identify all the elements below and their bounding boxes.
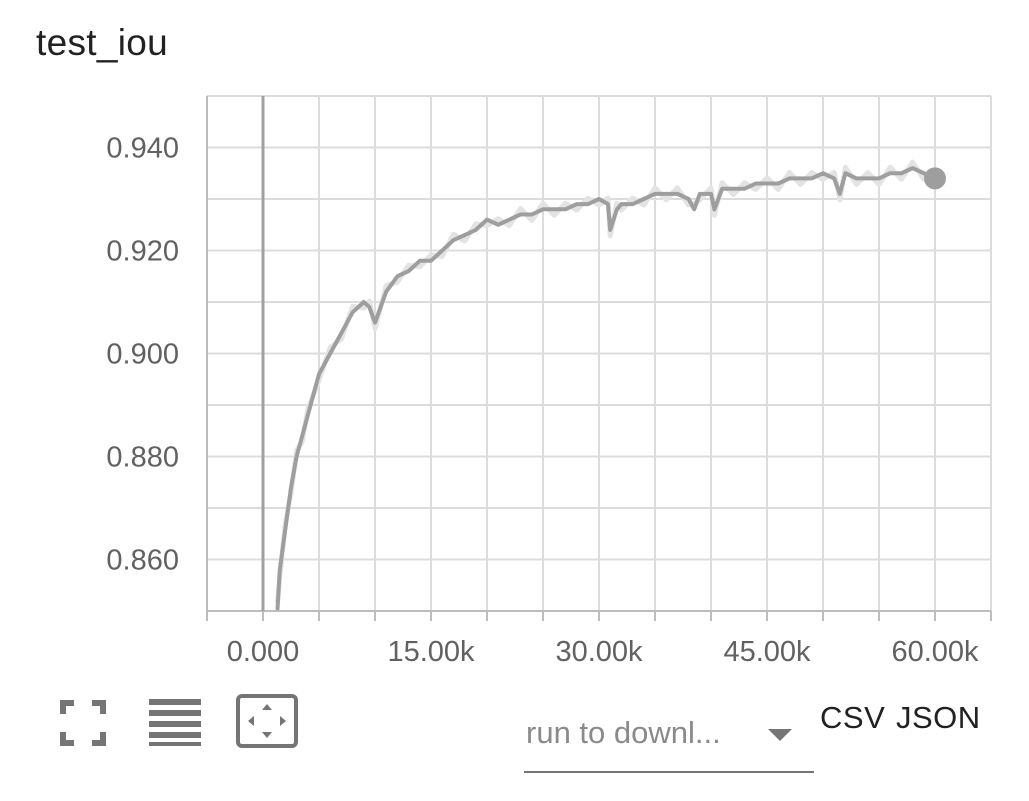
data-point <box>278 568 282 572</box>
data-point <box>606 202 610 206</box>
data-point <box>799 176 803 180</box>
data-point <box>485 218 489 222</box>
data-point <box>664 192 668 196</box>
data-point <box>276 606 280 610</box>
data-point <box>810 176 814 180</box>
data-point <box>541 207 545 211</box>
x-tick-label: 30.00k <box>555 636 643 668</box>
data-point <box>300 434 304 438</box>
chart-grid <box>206 95 992 612</box>
fullscreen-button[interactable] <box>58 698 108 748</box>
data-point <box>519 212 523 216</box>
x-tick-label: 45.00k <box>723 636 811 668</box>
y-tick-label: 0.900 <box>106 339 179 371</box>
data-point <box>496 223 500 227</box>
data-point <box>530 212 534 216</box>
data-point <box>754 182 758 186</box>
data-point <box>328 352 332 355</box>
series-layer <box>275 159 937 611</box>
data-point <box>653 192 657 196</box>
data-point <box>384 290 388 294</box>
data-point <box>463 233 467 237</box>
data-point <box>440 249 444 252</box>
x-tick-label: 0.000 <box>227 636 300 668</box>
log-scale-button[interactable] <box>146 696 204 748</box>
data-point <box>899 171 903 175</box>
lines-icon <box>149 699 201 746</box>
data-point <box>367 305 371 309</box>
data-point <box>843 171 847 175</box>
data-point <box>743 187 747 191</box>
chart-title: test_iou <box>36 22 168 63</box>
data-point <box>597 197 601 201</box>
data-point <box>608 228 612 232</box>
data-point <box>474 228 478 232</box>
data-point <box>619 202 623 206</box>
data-point <box>373 321 377 325</box>
data-point <box>395 274 399 278</box>
data-point <box>709 192 713 196</box>
data-point <box>838 192 842 196</box>
data-point <box>866 176 870 180</box>
fit-domain-icon <box>236 694 298 748</box>
data-point <box>911 166 915 170</box>
fit-domain-button[interactable] <box>234 692 300 750</box>
data-point <box>687 197 691 201</box>
data-point <box>776 182 780 186</box>
y-tick-label: 0.880 <box>106 442 179 474</box>
data-point <box>586 202 590 206</box>
data-point <box>731 187 735 191</box>
data-point <box>631 202 635 206</box>
data-point <box>642 197 646 201</box>
data-point <box>507 218 511 222</box>
data-point <box>832 176 836 180</box>
data-point <box>821 171 825 175</box>
x-tick-label: 60.00k <box>891 636 979 668</box>
series-raw-line <box>275 159 937 603</box>
data-point <box>675 192 679 196</box>
y-tick-label: 0.860 <box>106 545 179 577</box>
y-tick-label: 0.920 <box>106 236 179 268</box>
data-point <box>563 207 567 211</box>
data-point <box>765 182 769 186</box>
data-point <box>552 207 556 211</box>
data-point <box>787 176 791 180</box>
data-point <box>877 176 881 180</box>
data-point <box>306 413 310 417</box>
csv-download-link[interactable]: CSV <box>820 700 886 735</box>
data-point <box>720 187 724 191</box>
data-point <box>317 372 321 376</box>
dropdown-arrow-icon <box>768 729 792 741</box>
tick-labels: 0.000 15.00k 30.00k 45.00k 60.00k 0.860 0.880 0… <box>106 133 979 669</box>
data-point <box>295 455 299 458</box>
data-point <box>712 207 716 211</box>
data-point <box>692 207 696 211</box>
data-point <box>451 238 455 242</box>
data-point <box>698 192 702 196</box>
fullscreen-icon <box>60 700 106 746</box>
run-select[interactable]: run to downl... <box>524 705 814 773</box>
data-point <box>362 300 366 304</box>
data-point <box>888 171 892 175</box>
data-point <box>922 171 926 175</box>
series-end-marker <box>924 167 946 190</box>
data-point <box>283 527 287 531</box>
data-point <box>615 207 619 211</box>
data-point <box>429 259 433 263</box>
run-select-placeholder: run to downl... <box>526 715 721 750</box>
y-tick-label: 0.940 <box>106 133 179 165</box>
data-point <box>407 269 411 273</box>
data-point <box>351 310 355 314</box>
json-download-link[interactable]: JSON <box>896 700 981 735</box>
data-point <box>339 331 343 335</box>
series-line <box>275 166 937 611</box>
data-point <box>418 259 422 263</box>
data-point <box>575 202 579 206</box>
x-tick-label: 15.00k <box>387 636 475 668</box>
chart-axes <box>206 96 992 621</box>
line-chart: 0.000 15.00k 30.00k 45.00k 60.00k 0.860 0.880 0… <box>106 95 992 669</box>
data-point <box>289 485 293 489</box>
data-point <box>855 176 859 180</box>
